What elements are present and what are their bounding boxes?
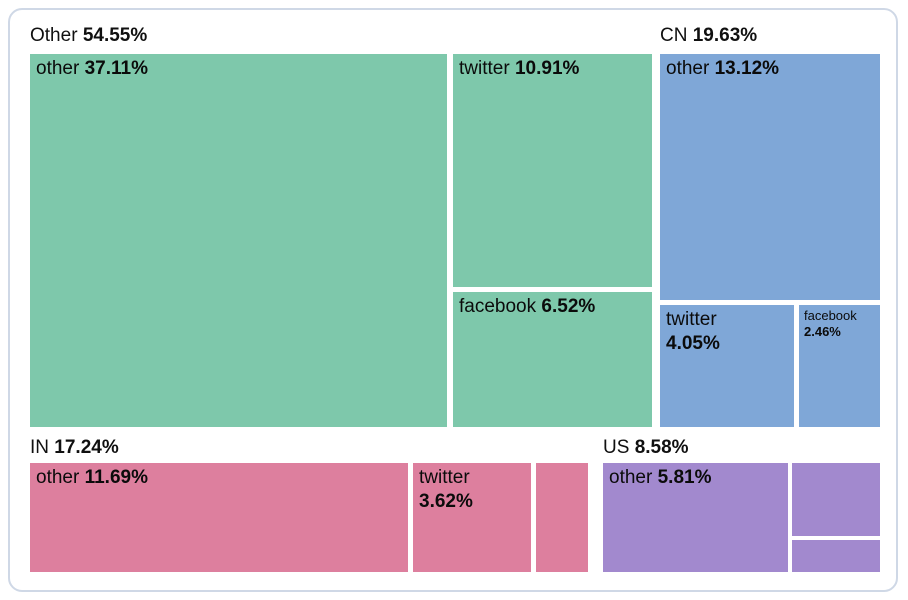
treemap-cell-in-twitter[interactable]: twitter 3.62%: [413, 463, 531, 572]
treemap-cell-other-facebook[interactable]: facebook 6.52%: [453, 292, 652, 427]
cell-label: other 11.69%: [30, 463, 408, 493]
treemap-cell-cn-facebook[interactable]: facebook 2.46%: [799, 305, 880, 427]
cell-name: twitter: [666, 309, 717, 330]
cell-name: other: [36, 467, 80, 488]
group-percent: 17.24%: [54, 437, 119, 458]
treemap-group-us: other 5.81%: [603, 463, 880, 572]
cell-name: other: [666, 58, 710, 79]
cell-label: other 5.81%: [603, 463, 788, 493]
group-name: CN: [660, 25, 688, 46]
treemap-cell-cn-other[interactable]: other 13.12%: [660, 54, 880, 300]
group-percent: 19.63%: [692, 25, 758, 46]
cell-name: twitter: [459, 58, 510, 79]
treemap-cell-cn-twitter[interactable]: twitter 4.05%: [660, 305, 794, 427]
treemap-group-in: other 11.69% twitter 3.62%: [30, 463, 588, 572]
cell-percent: 4.05%: [666, 333, 720, 354]
cell-percent: 3.62%: [419, 491, 473, 512]
treemap-cell-us-facebook[interactable]: [792, 540, 880, 572]
group-name: US: [603, 437, 630, 458]
cell-name: other: [609, 467, 653, 488]
cell-label: facebook 2.46%: [799, 305, 880, 343]
treemap-cell-in-other[interactable]: other 11.69%: [30, 463, 408, 572]
group-percent: 8.58%: [634, 437, 689, 458]
treemap-cell-in-facebook[interactable]: [536, 463, 588, 572]
group-percent: 54.55%: [82, 25, 148, 46]
treemap-cell-other-twitter[interactable]: twitter 10.91%: [453, 54, 652, 287]
cell-percent: 6.52%: [541, 296, 596, 317]
group-name: Other: [30, 25, 78, 46]
cell-label: twitter 4.05%: [660, 305, 794, 359]
treemap-cell-us-other[interactable]: other 5.81%: [603, 463, 788, 572]
cell-name: other: [36, 58, 80, 79]
group-label-cn: CN 19.63%: [660, 25, 757, 47]
treemap-group-cn: other 13.12% twitter 4.05% facebook 2.46…: [660, 54, 880, 427]
group-name: IN: [30, 437, 49, 458]
cell-name: facebook: [459, 296, 537, 317]
cell-percent: 2.46%: [804, 324, 841, 339]
group-label-in: IN 17.24%: [30, 437, 119, 459]
cell-percent: 11.69%: [84, 467, 148, 488]
group-label-other: Other 54.55%: [30, 25, 147, 47]
group-label-us: US 8.58%: [603, 437, 689, 459]
treemap-cell-other-other[interactable]: other 37.11%: [30, 54, 447, 427]
treemap-group-other: other 37.11% twitter 10.91% facebook 6.5…: [30, 54, 652, 427]
cell-percent: 10.91%: [514, 58, 580, 79]
cell-name: twitter: [419, 467, 470, 488]
cell-percent: 5.81%: [657, 467, 712, 488]
cell-label: other 13.12%: [660, 54, 880, 84]
cell-label: twitter 10.91%: [453, 54, 652, 84]
cell-label: facebook 6.52%: [453, 292, 652, 322]
cell-label: twitter 3.62%: [413, 463, 531, 517]
cell-percent: 13.12%: [714, 58, 780, 79]
cell-label: other 37.11%: [30, 54, 447, 84]
treemap-cell-us-twitter[interactable]: [792, 463, 880, 536]
cell-percent: 37.11%: [84, 58, 148, 79]
cell-name: facebook: [804, 308, 857, 323]
